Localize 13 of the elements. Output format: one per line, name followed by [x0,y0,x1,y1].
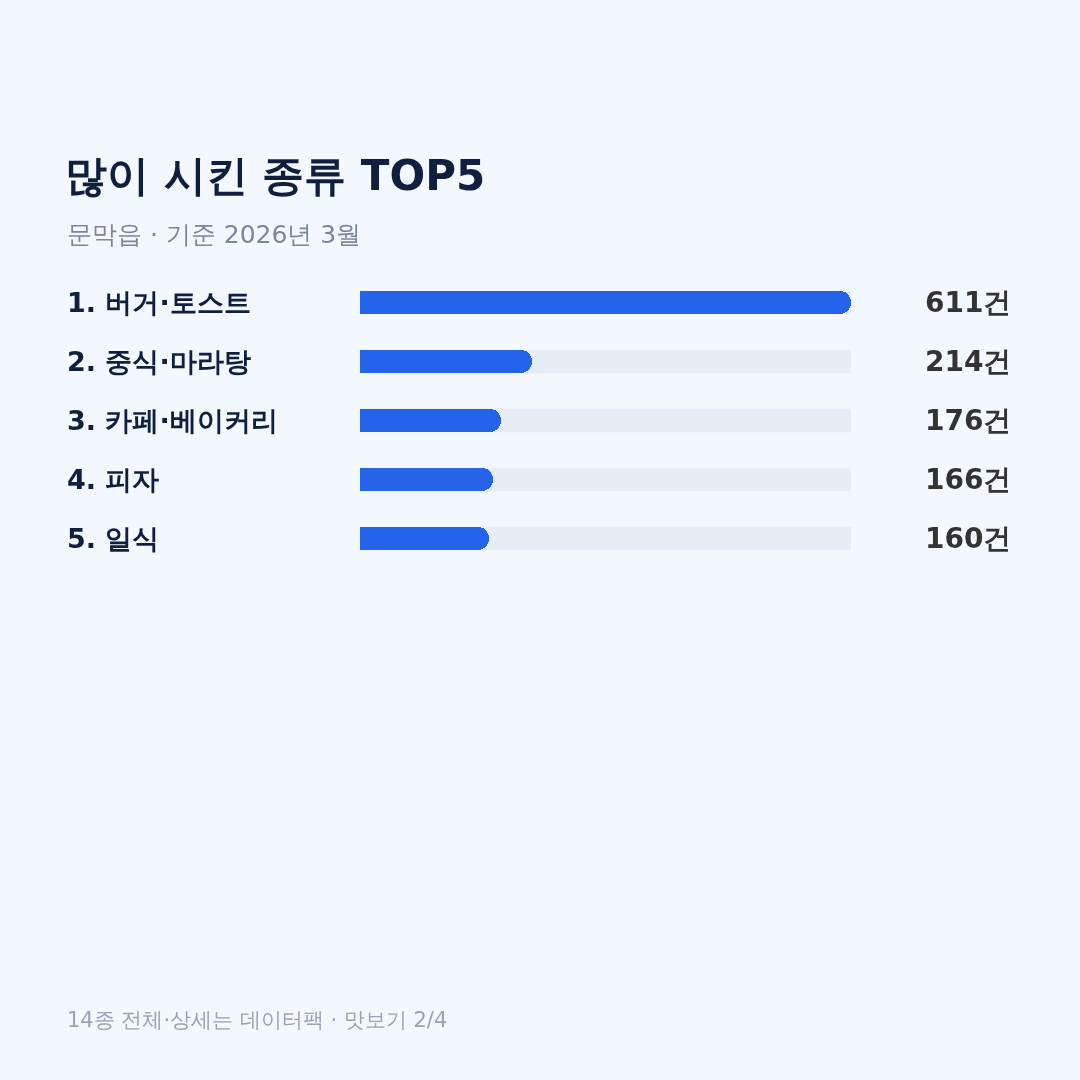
text: 14종 전체·상세는 데이터팩 · 맛보기 2/4 [67,1008,448,1032]
y-tick-label: 1. 버거·토스트 [67,287,251,318]
data-label: 160건 [925,522,1012,555]
chart-title: 많이 시킨 종류 TOP5 [65,150,486,200]
data-label: 611건 [925,286,1012,319]
chart-subtitle: 문막읍 · 기준 2026년 3월 [67,220,362,249]
data-label: 214건 [925,345,1012,378]
y-tick-label: 4. 피자 [67,464,160,495]
data-label: 166건 [925,463,1012,496]
y-tick-label: 2. 중식·마라탕 [67,346,251,377]
y-tick-label: 3. 카페·베이커리 [67,405,278,436]
data-label: 176건 [925,404,1012,437]
y-tick-label: 5. 일식 [67,523,160,554]
